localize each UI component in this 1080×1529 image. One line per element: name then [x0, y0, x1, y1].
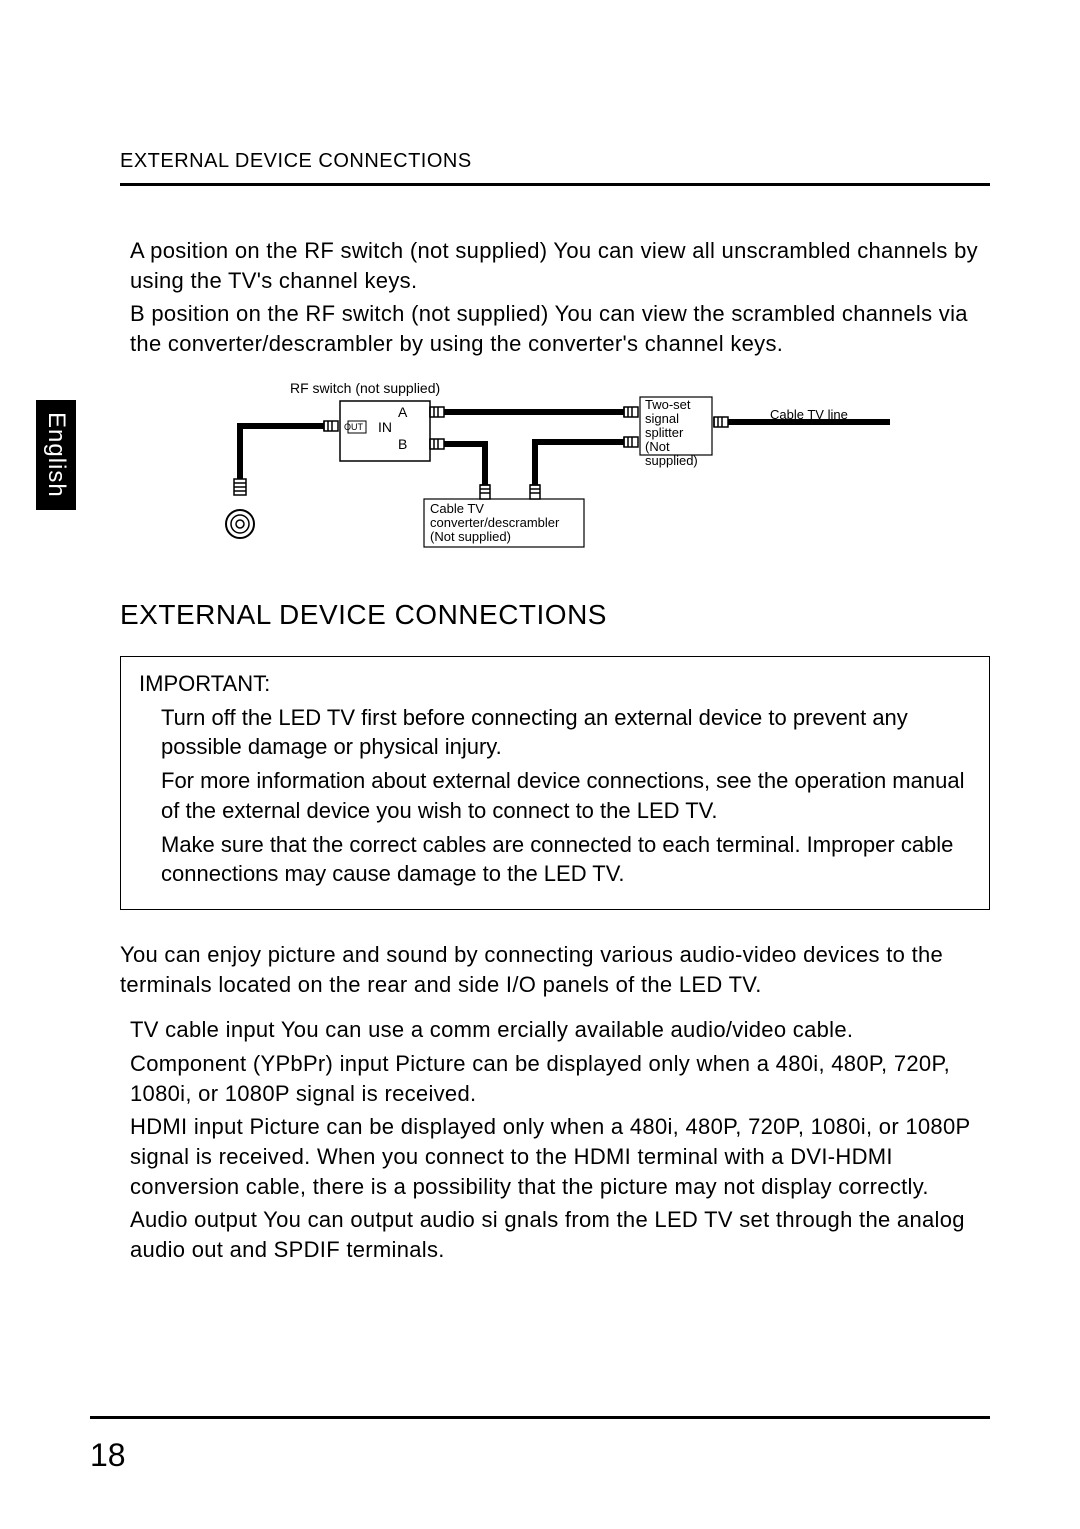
- wiring-diagram: RF switch (not supplied) A IN B OUT Two-…: [120, 379, 990, 564]
- rf-switch-label: RF switch (not supplied): [290, 380, 440, 396]
- svg-text:signal: signal: [645, 411, 679, 426]
- footer-rule: [90, 1416, 990, 1419]
- header-title: EXTERNAL DEVICE CONNECTIONS: [120, 150, 990, 173]
- important-item: Turn off the LED TV first before connect…: [139, 703, 971, 762]
- input-item: Component (YPbPr) input Picture can be d…: [120, 1049, 990, 1108]
- svg-text:IN: IN: [378, 419, 392, 435]
- input-item: Audio output You can output audio si gna…: [120, 1205, 990, 1264]
- section-title: EXTERNAL DEVICE CONNECTIONS: [120, 599, 990, 631]
- important-item: For more information about external devi…: [139, 766, 971, 825]
- important-item: Make sure that the correct cables are co…: [139, 830, 971, 889]
- svg-text:Two-set: Two-set: [645, 397, 691, 412]
- input-item: HDMI input Picture can be displayed only…: [120, 1112, 990, 1201]
- svg-text:OUT: OUT: [344, 422, 364, 432]
- page-content: EXTERNAL DEVICE CONNECTIONS A position o…: [0, 0, 1080, 1529]
- svg-text:splitter: splitter: [645, 425, 684, 440]
- important-box: IMPORTANT: Turn off the LED TV first bef…: [120, 656, 990, 910]
- svg-text:supplied): supplied): [645, 453, 698, 468]
- enjoy-text: You can enjoy picture and sound by conne…: [120, 940, 990, 999]
- svg-text:A: A: [398, 404, 408, 420]
- svg-text:Cable TV line: Cable TV line: [770, 407, 848, 422]
- b-position-text: B position on the RF switch (not supplie…: [120, 299, 990, 358]
- svg-text:converter/descrambler: converter/descrambler: [430, 515, 560, 530]
- page-number: 18: [90, 1437, 126, 1474]
- svg-text:Cable TV: Cable TV: [430, 501, 484, 516]
- svg-text:(Not: (Not: [645, 439, 670, 454]
- svg-text:(Not supplied): (Not supplied): [430, 529, 511, 544]
- svg-text:B: B: [398, 436, 407, 452]
- a-position-text: A position on the RF switch (not supplie…: [120, 236, 990, 295]
- important-label: IMPORTANT:: [139, 671, 971, 697]
- input-item: TV cable input You can use a comm ercial…: [120, 1015, 990, 1045]
- header-rule: [120, 183, 990, 186]
